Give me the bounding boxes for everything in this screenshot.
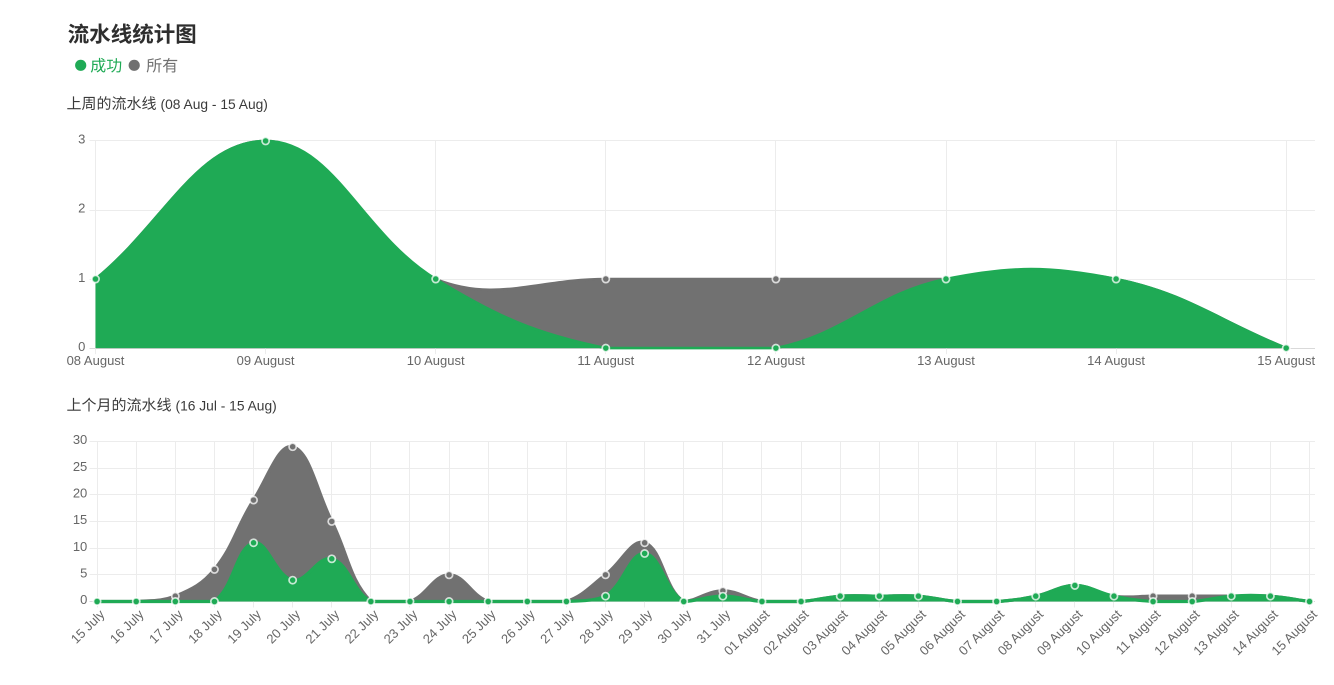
svg-text:10 August: 10 August — [407, 353, 465, 368]
svg-text:5: 5 — [80, 566, 87, 581]
svg-text:0: 0 — [78, 339, 85, 354]
svg-text:3: 3 — [78, 132, 85, 147]
svg-text:28 July: 28 July — [576, 606, 616, 646]
svg-text:1: 1 — [78, 270, 85, 285]
svg-text:29 July: 29 July — [615, 606, 655, 646]
svg-text:10: 10 — [73, 539, 87, 554]
svg-text:15 July: 15 July — [68, 606, 108, 646]
svg-text:0: 0 — [80, 592, 87, 607]
svg-text:11 August: 11 August — [577, 353, 634, 368]
svg-text:20 July: 20 July — [263, 606, 303, 646]
svg-text:12 August: 12 August — [747, 353, 805, 368]
svg-text:(16 Jul - 15 Aug): (16 Jul - 15 Aug) — [176, 398, 277, 413]
svg-text:19 July: 19 July — [224, 606, 264, 646]
svg-text:18 July: 18 July — [185, 606, 225, 646]
svg-text:17 July: 17 July — [146, 606, 186, 646]
svg-text:(08 Aug - 15 Aug): (08 Aug - 15 Aug) — [161, 97, 268, 112]
svg-text:08 August: 08 August — [67, 353, 125, 368]
svg-text:30: 30 — [73, 432, 87, 447]
svg-text:22 July: 22 July — [342, 606, 382, 646]
svg-text:2: 2 — [78, 201, 85, 216]
svg-text:20: 20 — [73, 485, 87, 500]
svg-text:16 July: 16 July — [107, 606, 147, 646]
svg-text:26 July: 26 July — [498, 606, 538, 646]
svg-text:27 July: 27 July — [537, 606, 577, 646]
svg-text:21 July: 21 July — [302, 606, 342, 646]
svg-text:30 July: 30 July — [654, 606, 694, 646]
svg-text:25 July: 25 July — [459, 606, 499, 646]
svg-text:09 August: 09 August — [237, 353, 295, 368]
svg-text:13 August: 13 August — [917, 353, 975, 368]
svg-text:25: 25 — [73, 459, 87, 474]
svg-text:14 August: 14 August — [1087, 353, 1145, 368]
svg-text:15: 15 — [73, 512, 87, 527]
svg-text:24 July: 24 July — [420, 606, 460, 646]
svg-text:23 July: 23 July — [381, 606, 421, 646]
svg-text:15 August: 15 August — [1257, 353, 1315, 368]
